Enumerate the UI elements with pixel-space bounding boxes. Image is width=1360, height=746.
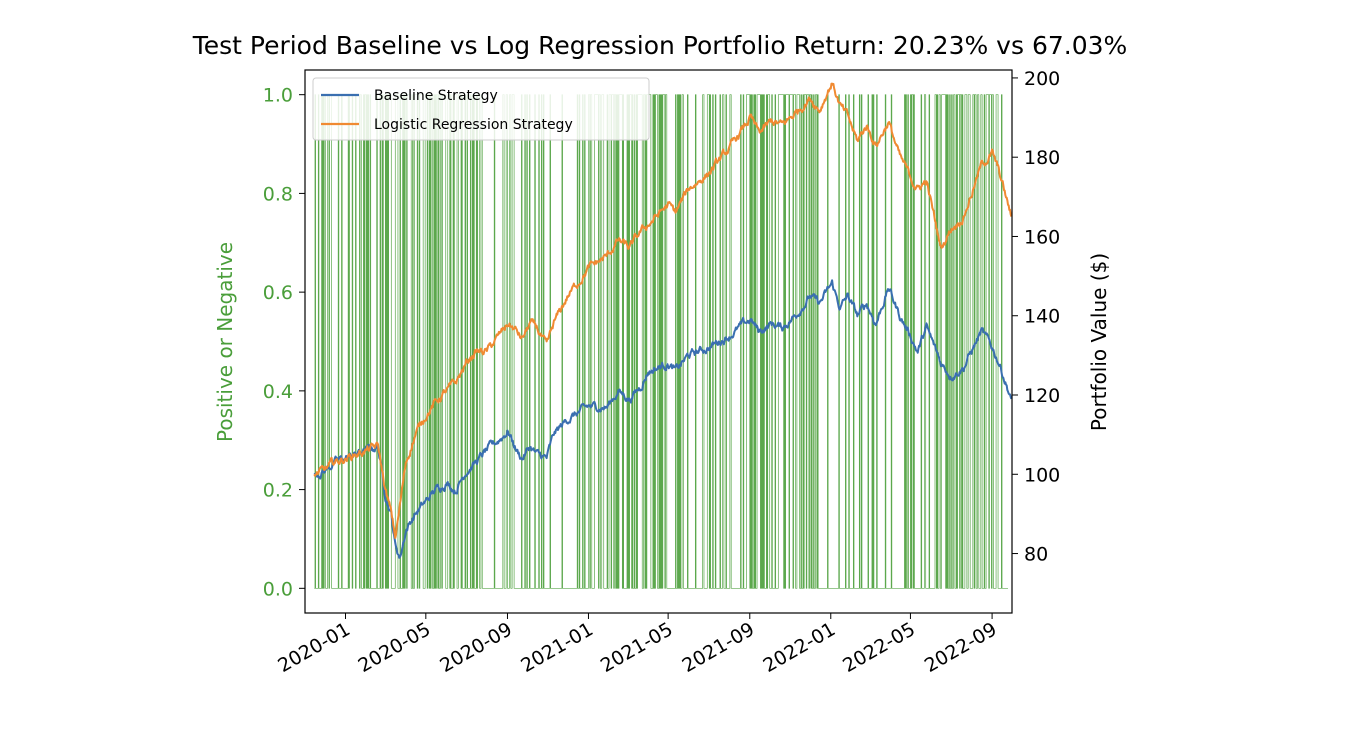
right-tick-label: 120 [1024, 385, 1060, 407]
legend: Baseline Strategy Logistic Regression St… [312, 77, 650, 141]
legend-label-baseline: Baseline Strategy [374, 88, 498, 104]
left-tick-label: 0.0 [263, 578, 293, 600]
x-tick-label: 2021-05 [597, 618, 677, 677]
baseline-line [313, 279, 1013, 559]
logistic-line [313, 82, 1013, 539]
portfolio-lines [313, 82, 1013, 559]
left-axis: 0.0 0.2 0.4 0.6 0.8 1.0 [263, 85, 305, 600]
right-tick-label: 140 [1024, 306, 1060, 328]
x-tick-label: 2022-01 [760, 618, 840, 677]
y-right-label: Portfolio Value ($) [1087, 253, 1111, 431]
plot-frame [304, 69, 1013, 614]
x-tick-label: 2021-09 [679, 618, 759, 677]
x-tick-label: 2022-09 [921, 618, 1001, 677]
right-tick-label: 160 [1024, 226, 1060, 248]
left-tick-label: 0.2 [263, 480, 293, 502]
legend-label-logistic: Logistic Regression Strategy [374, 117, 573, 133]
x-tick-label: 2021-01 [517, 618, 597, 677]
right-tick-label: 100 [1024, 464, 1060, 486]
left-tick-label: 0.4 [263, 381, 293, 403]
x-tick-label: 2020-01 [274, 618, 354, 677]
chart-title: Test Period Baseline vs Log Regression P… [192, 31, 1128, 60]
x-tick-label: 2022-05 [839, 618, 919, 677]
signal-line [314, 94, 1009, 589]
x-tick-label: 2020-05 [355, 618, 435, 677]
left-tick-label: 0.6 [263, 282, 293, 304]
right-tick-label: 200 [1024, 68, 1060, 90]
right-axis: 80 100 120 140 160 180 200 [1012, 68, 1060, 566]
left-tick-label: 1.0 [263, 85, 293, 107]
left-tick-label: 0.8 [263, 183, 293, 205]
right-tick-label: 180 [1024, 147, 1060, 169]
y-left-label: Positive or Negative [213, 242, 237, 442]
x-tick-label: 2020-09 [436, 618, 516, 677]
right-tick-label: 80 [1024, 544, 1048, 566]
signal-series [314, 94, 1009, 589]
legend-box [312, 77, 650, 141]
x-axis: 2020-01 2020-05 2020-09 2021-01 2021-05 2021-… [274, 613, 1001, 677]
